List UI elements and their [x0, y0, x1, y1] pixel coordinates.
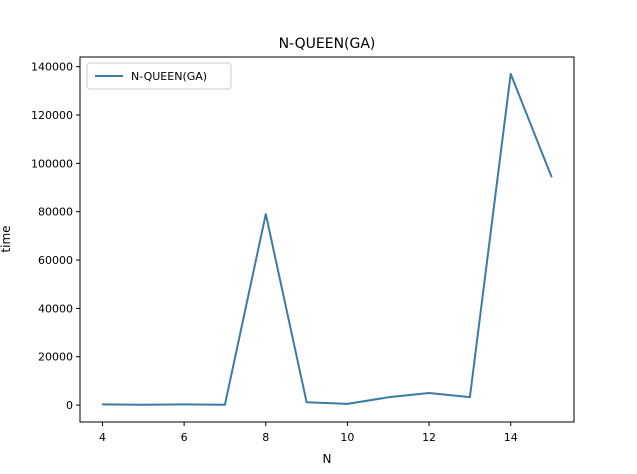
- legend-box: [86, 62, 232, 90]
- legend-label: N-QUEEN(GA): [131, 70, 207, 83]
- data-point: [305, 401, 308, 403]
- x-tick-label: 14: [504, 431, 518, 444]
- data-point: [346, 403, 349, 405]
- y-tick-label: 100000: [31, 157, 73, 170]
- chart-title: N-QUEEN(GA): [279, 36, 376, 52]
- x-tick-label: 12: [422, 431, 436, 444]
- series-group: [101, 72, 553, 406]
- data-point: [224, 404, 226, 406]
- data-point: [469, 396, 471, 398]
- data-point: [183, 403, 185, 406]
- y-tick-label: 80000: [38, 206, 73, 219]
- legend: N-QUEEN(GA): [86, 62, 232, 90]
- data-point: [387, 396, 390, 399]
- y-tick-label: 0: [66, 399, 73, 412]
- y-axis-label: time: [0, 225, 13, 252]
- data-point: [101, 403, 104, 406]
- x-tick-label: 10: [340, 431, 354, 444]
- data-point: [142, 404, 145, 406]
- y-tick-label: 120000: [31, 109, 73, 122]
- data-point: [550, 175, 553, 178]
- series-line: [102, 72, 553, 406]
- x-tick-label: 6: [181, 431, 188, 444]
- y-tick-label: 20000: [38, 351, 73, 364]
- x-tick-label: 4: [99, 431, 106, 444]
- plot-frame: [79, 56, 575, 423]
- y-tick-label: 140000: [31, 61, 73, 74]
- axis-ticks: 4 6 8 10 12 14 0 20000 40000 60000 80000 100000 1200…: [31, 61, 518, 444]
- y-tick-label: 40000: [38, 302, 73, 315]
- x-axis-label: N: [323, 452, 332, 466]
- data-point: [428, 392, 430, 394]
- data-point: [264, 213, 267, 215]
- data-point: [509, 73, 512, 75]
- x-tick-label: 8: [262, 431, 269, 444]
- y-tick-label: 60000: [38, 254, 73, 267]
